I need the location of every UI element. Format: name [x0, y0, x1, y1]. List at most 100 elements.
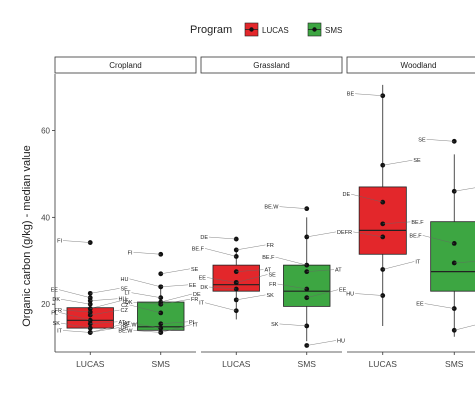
point-label: BE.F — [192, 246, 205, 252]
point-label: DE — [337, 230, 345, 236]
panel-strip — [54, 56, 197, 74]
point-label-leader — [355, 293, 383, 296]
x-tick-label: LUCAS — [222, 359, 251, 369]
point-label: HU — [119, 297, 127, 303]
point-label-leader — [454, 187, 475, 192]
point-label: FR — [269, 282, 276, 288]
point-label: DE — [200, 235, 208, 241]
point-label-leader — [424, 303, 455, 309]
point-label-leader — [454, 261, 475, 264]
point-label-leader — [90, 321, 118, 324]
point-label-leader — [60, 299, 91, 305]
y-tick-label: 40 — [41, 213, 50, 222]
x-tick-label: LUCAS — [76, 359, 105, 369]
point-label: HU — [121, 277, 129, 283]
point-label-leader — [208, 236, 237, 240]
point-label-leader — [90, 327, 120, 333]
point-label: BE.F — [409, 233, 422, 239]
point-label-leader — [382, 160, 413, 166]
point-label: DE — [121, 325, 129, 331]
point-label-leader — [306, 289, 339, 298]
x-tick-label: SMS — [298, 359, 317, 369]
legend-label-sms: SMS — [325, 26, 342, 35]
point-label: EE — [189, 283, 197, 289]
point-label: AT — [265, 268, 272, 274]
point-label: PL — [189, 320, 196, 326]
point-label: FR — [345, 230, 352, 236]
point-label: SE — [121, 286, 129, 292]
point-label: CZ — [121, 303, 129, 309]
point-label-leader — [279, 206, 307, 209]
point-label-leader — [306, 269, 335, 272]
point-label: SK — [267, 293, 275, 299]
point-label: DE — [193, 292, 201, 298]
point-label: IT — [57, 328, 63, 334]
point-label: BE.F — [411, 220, 424, 226]
legend: Program LUCAS SMS — [190, 22, 342, 37]
point-label-leader — [306, 231, 337, 238]
point-label: BE.W — [123, 322, 138, 328]
point-label-leader — [454, 324, 475, 331]
point-label: DK — [200, 285, 208, 291]
point-label-leader — [131, 292, 161, 298]
point-label: BE.W — [264, 205, 279, 211]
point-label-leader — [353, 231, 383, 238]
y-tick-label: 20 — [41, 300, 50, 309]
point-label-leader — [208, 286, 237, 290]
panel-title: Woodland — [401, 61, 437, 70]
point-label-leader — [90, 309, 120, 316]
panel-strip — [200, 56, 343, 74]
point-label: CZ — [121, 308, 129, 314]
point-label: HU — [346, 292, 354, 298]
point-label-leader — [236, 269, 264, 272]
x-tick-label: SMS — [152, 359, 171, 369]
point-label-leader — [131, 322, 161, 329]
box-iqr — [358, 186, 407, 255]
point-label-leader — [206, 277, 237, 283]
x-tick-label: SMS — [445, 359, 464, 369]
box-lucas: BE SE DE BE.F FR IT HU — [343, 84, 424, 326]
legend-key-point — [249, 27, 254, 32]
point-label: SE — [269, 273, 277, 279]
box-iqr — [430, 221, 475, 292]
point-label: IT — [193, 322, 199, 328]
point-label-leader — [133, 252, 161, 255]
point-label: EE — [416, 302, 424, 308]
panel-strip — [346, 56, 475, 74]
point-label-leader — [133, 330, 161, 333]
legend-label-lucas: LUCAS — [262, 26, 289, 35]
point-label-leader — [275, 256, 307, 266]
point-label-leader — [62, 240, 91, 243]
point-label-leader — [279, 323, 307, 327]
point-label-leader — [160, 324, 193, 333]
point-label-leader — [160, 321, 189, 324]
point-label-leader — [382, 221, 411, 225]
point-label-leader — [236, 244, 266, 251]
point-label: SE — [191, 267, 199, 273]
point-label-leader — [58, 312, 91, 321]
point-label-leader — [129, 278, 161, 288]
point-label-leader — [90, 298, 118, 301]
y-axis-title: Organic carbon (g/kg) - median value — [21, 145, 33, 327]
x-tick-label: LUCAS — [369, 359, 398, 369]
point-label-leader — [90, 300, 122, 309]
point-label-leader — [58, 289, 91, 298]
box-sms: FI SE HU EE LT DE DK FR CZ PL AT IT BE.W — [118, 250, 201, 335]
point-label: FI — [57, 239, 62, 245]
point-label-leader — [306, 340, 337, 346]
point-label: BE — [347, 92, 355, 98]
point-label: DK — [52, 297, 60, 303]
point-label: EE — [339, 288, 347, 294]
point-label: BE.F — [262, 255, 275, 261]
point-label-leader — [160, 268, 191, 275]
legend-title: Program — [190, 24, 232, 36]
point-label-leader — [160, 284, 189, 288]
point-label-leader — [204, 248, 237, 257]
panel-title: Cropland — [109, 61, 141, 70]
